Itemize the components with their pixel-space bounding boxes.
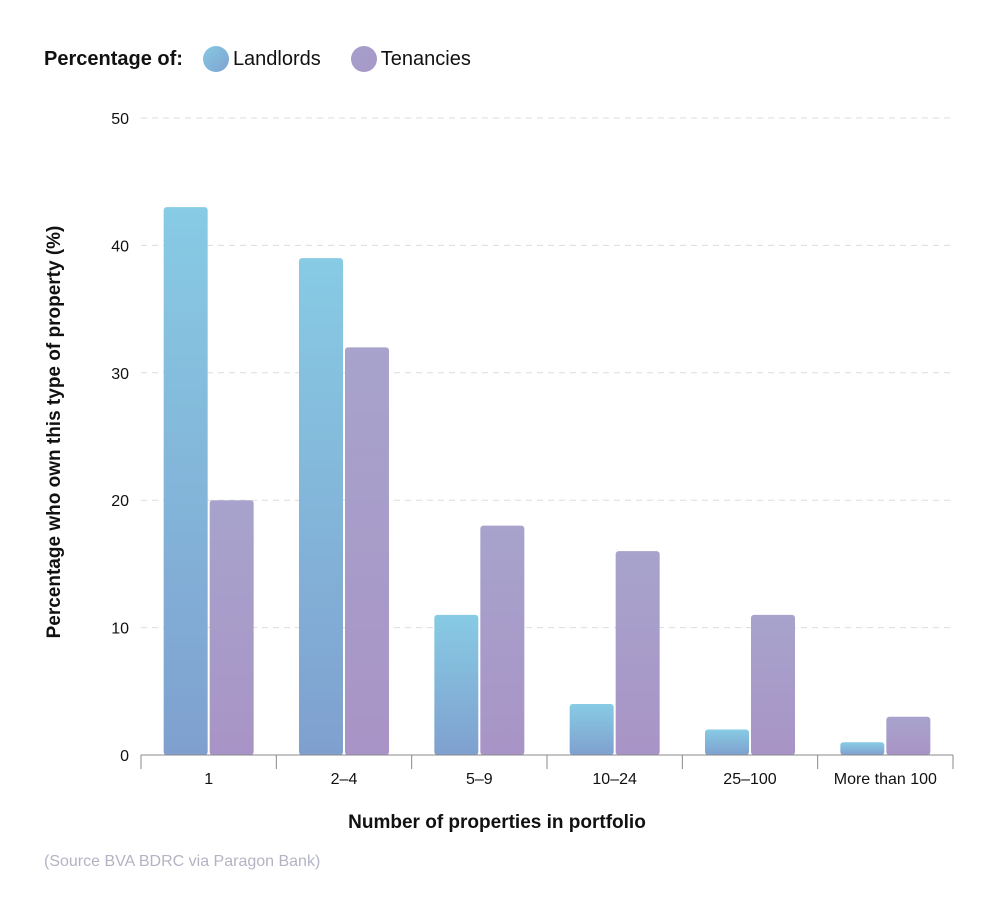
bar-landlords-1: [163, 207, 208, 755]
y-tick-label-10: 10: [111, 621, 129, 638]
bar-tenancies-1: [209, 500, 254, 755]
y-tick-label-40: 40: [111, 238, 129, 255]
legend-label-tenancies: Tenancies: [380, 47, 471, 70]
y-tick-label-30: 30: [111, 366, 129, 383]
x-tick-label-5-9: 5–9: [466, 771, 493, 788]
x-axis-ticks: 1 2–4 5–9 10–24 25–100 More than 100: [204, 771, 937, 788]
bar-tenancies-25-100: [751, 614, 795, 755]
y-axis-ticks: 0 10 20 30 40 50: [111, 111, 129, 765]
bar-tenancies-5-9: [480, 525, 525, 755]
legend-swatch-tenancies: [350, 46, 377, 72]
x-tick-label-2-4: 2–4: [331, 771, 358, 788]
bar-landlords-5-9: [434, 614, 479, 755]
bar-tenancies-more-than-100: [886, 716, 931, 755]
y-tick-label-20: 20: [111, 493, 129, 510]
bars: [163, 207, 931, 755]
legend: Percentage of: Landlords Tenancies: [44, 44, 501, 74]
source-note: (Source BVA BDRC via Paragon Bank): [44, 853, 321, 870]
x-tick-label-1: 1: [204, 771, 213, 788]
bar-tenancies-2-4: [345, 347, 389, 755]
legend-item-tenancies: Tenancies: [350, 46, 471, 72]
x-tick-label-more-than-100: More than 100: [834, 771, 937, 788]
bar-landlords-10-24: [569, 704, 614, 755]
y-axis-title: Percentage who own this type of property…: [44, 226, 65, 639]
legend-swatch-landlords: [202, 46, 229, 72]
bar-landlords-2-4: [299, 258, 343, 755]
bar-tenancies-10-24: [615, 551, 660, 755]
x-axis: [140, 754, 954, 769]
bar-landlords-more-than-100: [840, 742, 885, 755]
legend-item-landlords: Landlords: [202, 46, 321, 72]
gridlines: [141, 117, 953, 629]
x-axis-title: Number of properties in portfolio: [348, 812, 646, 833]
legend-title: Percentage of:: [44, 47, 183, 70]
x-tick-label-10-24: 10–24: [592, 771, 637, 788]
y-tick-label-0: 0: [120, 748, 129, 765]
x-tick-label-25-100: 25–100: [723, 771, 776, 788]
legend-label-landlords: Landlords: [232, 47, 321, 70]
y-tick-label-50: 50: [111, 111, 129, 128]
bar-landlords-25-100: [705, 729, 749, 755]
